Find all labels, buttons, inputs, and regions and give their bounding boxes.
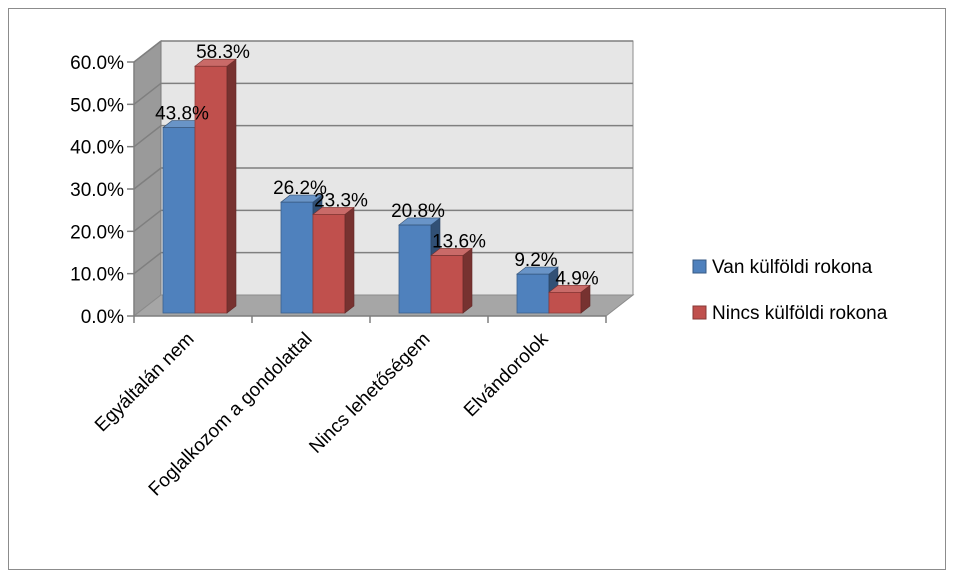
legend-swatch (692, 259, 707, 274)
x-tick-label: Egyáltalán nem (91, 329, 198, 436)
data-label: 43.8% (155, 104, 209, 125)
gridline-side (133, 125, 162, 148)
gridline-side (133, 82, 162, 105)
y-tick-label: 20.0% (70, 222, 124, 243)
data-label: 26.2% (273, 178, 327, 199)
y-tick-label: 40.0% (70, 138, 124, 159)
legend-label: Nincs külföldi rokona (712, 303, 888, 324)
bar-front (280, 201, 314, 314)
y-tick-label: 30.0% (70, 180, 124, 201)
data-label: 58.3% (196, 42, 250, 63)
y-tick-label: 60.0% (70, 53, 124, 74)
bars (162, 58, 591, 314)
bar-side (344, 206, 355, 314)
data-label: 9.2% (514, 250, 557, 271)
bar-top (194, 58, 237, 67)
y-tick-label: 0.0% (81, 307, 124, 328)
gridline-side (133, 252, 162, 275)
bar-front (398, 224, 432, 314)
bar-top (548, 284, 591, 293)
bar-front (516, 273, 550, 314)
y-tick-labels: 0.0% 10.0% 20.0% 30.0% 40.0% 50.0% 60.0% (70, 53, 124, 328)
gridline-side (133, 209, 162, 232)
data-label: 23.3% (314, 190, 368, 211)
x-tick-label: Nincs lehetőségem (305, 329, 434, 458)
gridlines (133, 40, 633, 275)
bar-top (312, 207, 355, 215)
bar-top (430, 248, 473, 256)
y-tick-label: 10.0% (70, 265, 124, 286)
legend-label: Van külföldi rokona (712, 257, 873, 278)
x-tick-label: Elvándorolok (460, 328, 553, 421)
bar-front (430, 255, 464, 314)
legend: Van külföldi rokona Nincs külföldi rokona (692, 257, 888, 324)
bar-top (280, 194, 323, 203)
bar-front (312, 213, 346, 314)
data-label: 4.9% (555, 268, 598, 289)
gridline-side (133, 40, 162, 63)
y-tick-label: 50.0% (70, 95, 124, 116)
bar-front (548, 291, 582, 314)
bar-top (398, 217, 441, 226)
bar-top (516, 266, 559, 275)
bar-side (226, 58, 237, 314)
data-label: 20.8% (391, 201, 445, 222)
axes (127, 61, 607, 323)
legend-swatch (692, 305, 707, 320)
bar-front (162, 127, 196, 314)
gridline-side (133, 167, 162, 190)
data-labels: 43.8% 58.3% 26.2%23.3% 20.8% 13.6% 9.2%4.9% (155, 42, 599, 289)
bar-side (462, 247, 473, 314)
data-label: 13.6% (432, 231, 486, 252)
bar-front (194, 65, 228, 314)
